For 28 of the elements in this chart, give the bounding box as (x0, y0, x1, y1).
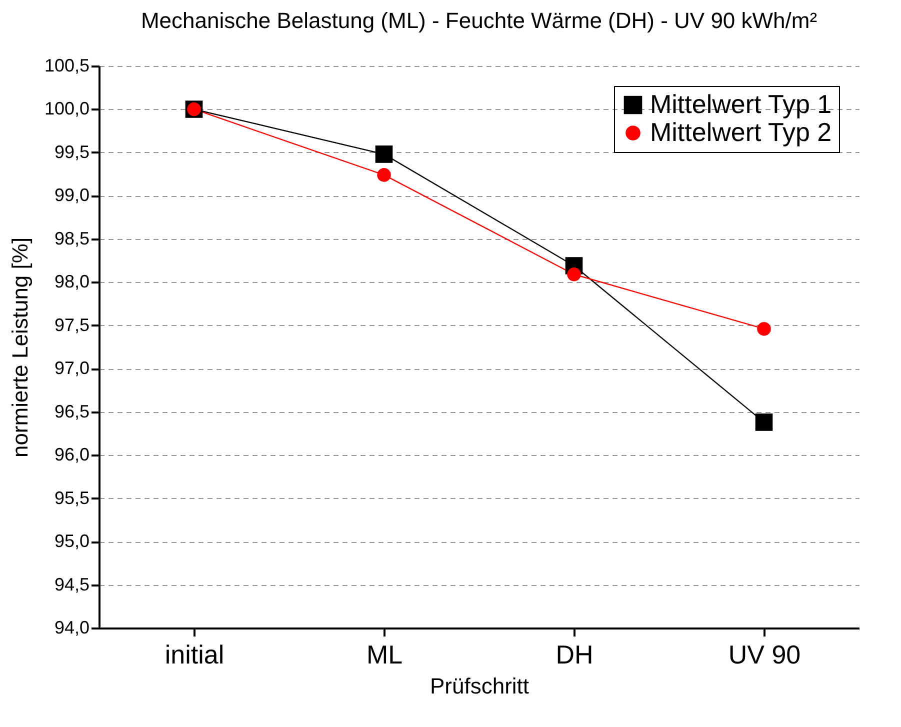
y-tick-label: 95,0 (54, 531, 90, 552)
y-tick-label: 95,5 (54, 488, 90, 508)
y-tick-label: 99,5 (54, 142, 90, 162)
x-tick-label: initial (164, 640, 224, 670)
y-tick-label: 99,0 (54, 185, 90, 206)
y-tick-label: 96,0 (54, 444, 90, 465)
y-tick-label: 97,0 (54, 358, 90, 378)
legend-label: Mittelwert Typ 1 (650, 89, 832, 119)
point (567, 267, 581, 282)
y-tick-label: 97,5 (54, 314, 90, 335)
y-tick-label: 98,5 (54, 228, 90, 248)
x-axis-title: Prüfschritt (430, 674, 530, 698)
point (375, 146, 393, 163)
point (757, 322, 771, 336)
x-tick-label: DH (556, 640, 594, 670)
point (755, 414, 773, 431)
y-tick-label: 96,5 (54, 401, 90, 422)
y-tick-label: 100,5 (44, 56, 90, 76)
x-tick-label: ML (366, 640, 403, 670)
x-tick-label: UV 90 (728, 640, 801, 670)
chart-title: Mechanische Belastung (ML) - Feuchte Wärme (DH) - UV 90 kWh/m² (140, 8, 818, 33)
y-tick-label: 94,0 (54, 618, 90, 638)
y-axis-title: normierte Leistung [%] (7, 237, 32, 458)
legend-label: Mittelwert Typ 2 (650, 117, 832, 147)
y-tick-label: 98,0 (54, 272, 90, 292)
y-tick-label: 100,0 (44, 98, 90, 119)
y-tick-label: 94,5 (54, 574, 90, 594)
point (377, 168, 391, 182)
